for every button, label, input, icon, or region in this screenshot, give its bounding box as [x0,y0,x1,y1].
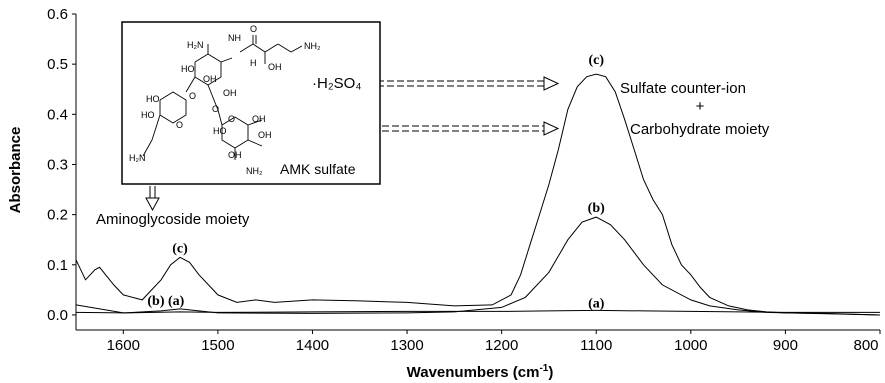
x-ticks: 1600 1500 1400 1300 1200 1100 1000 900 800 [107,330,881,354]
svg-text:OH: OH [252,114,266,124]
annotation-plus: + [696,98,705,115]
svg-text:NH₂: NH₂ [246,166,263,176]
svg-text:O: O [176,120,183,130]
svg-text:NH₂: NH₂ [304,41,321,51]
x-tick-label: 1100 [580,337,612,354]
y-ticks: 0.0 0.1 0.2 0.3 0.4 0.5 0.6 [47,6,76,324]
curve-labels: (c) (b) (a) (c) (b) (a) [147,53,605,311]
svg-text:OH: OH [203,74,217,84]
series-line-c [75,73,881,316]
svg-text:H₂N: H₂N [187,40,204,50]
h2so4-label: ·H₂SO₄ [312,75,361,92]
svg-text:OH: OH [268,62,282,72]
svg-text:OH: OH [228,150,242,160]
x-tick-label: 800 [853,337,878,354]
molecule-labels: H₂N NH O NH₂ H OH HO OH O OH HO HO O O O… [129,24,321,176]
svg-text:OH: OH [223,88,237,98]
x-axis-title-sup: -1 [539,363,548,374]
y-tick-label: 0.6 [47,6,68,23]
svg-text:O: O [212,104,219,114]
sulfate-arrow [357,76,560,91]
aminoglycoside-arrow [145,186,160,212]
amk-structure-inset: H₂N NH O NH₂ H OH HO OH O OH HO HO O O O… [121,21,381,185]
svg-text:H: H [250,58,257,68]
svg-text:O: O [228,114,235,124]
axes [75,14,880,331]
svg-text:OH: OH [258,130,272,140]
svg-text:HO: HO [181,64,195,74]
inset-caption: AMK sulfate [280,161,356,177]
svg-text:NH: NH [228,33,241,43]
svg-text:HO: HO [141,110,155,120]
svg-text:HO: HO [146,94,160,104]
svg-text:O: O [250,24,257,34]
curve-label: (c) [172,241,188,256]
y-axis-title: Absorbance [7,127,24,214]
svg-text:O: O [189,91,196,101]
y-tick-label: 0.0 [47,307,68,324]
curve-label: (a) [588,296,605,311]
x-axis-title: Wavenumbers (cm-1) [407,363,554,381]
x-tick-label: 1400 [296,337,329,354]
annotation-aminoglycoside: Aminoglycoside moiety [96,211,250,228]
series-line-b [75,216,881,316]
x-axis-title-main: Wavenumbers (cm [407,364,540,381]
x-tick-label: 1200 [485,337,518,354]
x-tick-label: 1600 [107,337,140,354]
y-tick-label: 0.1 [47,257,68,274]
curve-label: (b) (a) [147,294,184,309]
y-tick-label: 0.4 [47,106,68,123]
x-tick-label: 1000 [674,337,707,354]
x-axis-title-close: ) [548,364,553,381]
molecule-drawing [142,35,303,160]
curve-label: (c) [588,53,604,68]
curve-label: (b) [588,201,605,216]
y-tick-label: 0.3 [47,156,68,173]
svg-text:HO: HO [213,126,227,136]
x-tick-label: 900 [773,337,798,354]
x-tick-label: 1500 [201,337,234,354]
x-tick-label: 1300 [390,337,423,354]
y-tick-label: 0.2 [47,207,68,224]
annotation-sulfate: Sulfate counter-ion [620,80,746,97]
y-tick-label: 0.5 [47,56,68,73]
series-layer [75,73,881,316]
inset-frame [121,21,381,185]
annotation-carbohydrate: Carbohydrate moiety [630,121,770,138]
svg-text:H₂N: H₂N [129,153,146,163]
